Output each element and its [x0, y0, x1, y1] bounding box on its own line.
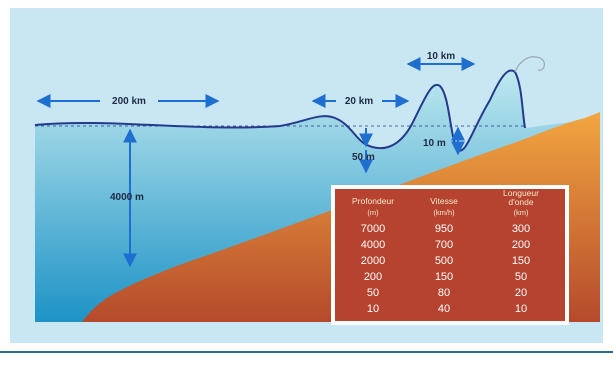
- cell-depth: 10: [367, 303, 379, 315]
- cell-depth: 2000: [361, 255, 385, 267]
- header-wavelength-unit: (km): [514, 208, 529, 217]
- depth-4000-label: 4000 m: [110, 192, 144, 203]
- cell-speed: 80: [438, 287, 450, 299]
- cell-wavelength: 50: [515, 271, 527, 283]
- cell-wavelength: 200: [512, 239, 530, 251]
- cell-depth: 50: [367, 287, 379, 299]
- table-row: 200 150 50: [364, 271, 527, 283]
- cell-wavelength: 300: [512, 223, 530, 235]
- cell-speed: 40: [438, 303, 450, 315]
- width-10-label: 10 km: [427, 51, 455, 62]
- cell-depth: 4000: [361, 239, 385, 251]
- table-row: 50 80 20: [367, 287, 527, 299]
- table-row: 4000 700 200: [361, 239, 530, 251]
- table-background: [335, 189, 565, 321]
- cell-speed: 950: [435, 223, 453, 235]
- width-200-label: 200 km: [112, 96, 146, 107]
- header-depth-unit: (m): [367, 208, 379, 217]
- wave-spray: [514, 56, 546, 73]
- header-wavelength-line1: Longueur: [503, 188, 539, 198]
- header-speed-unit: (km/h): [433, 208, 455, 217]
- table-row: 10 40 10: [367, 303, 527, 315]
- cell-wavelength: 150: [512, 255, 530, 267]
- cell-wavelength: 10: [515, 303, 527, 315]
- width-20-label-bg: [336, 93, 382, 107]
- data-table: Profondeur (m) Vitesse (km/h) Longueur d…: [331, 185, 569, 325]
- header-speed: Vitesse: [430, 196, 458, 206]
- table-row: 7000 950 300: [361, 223, 530, 235]
- width-200-label-bg: [100, 93, 158, 107]
- cell-speed: 700: [435, 239, 453, 251]
- width-20-label: 20 km: [345, 96, 373, 107]
- header-wavelength-line2: d'onde: [508, 197, 534, 207]
- cell-speed: 150: [435, 271, 453, 283]
- height-50-label: 50 m: [352, 152, 375, 163]
- cell-depth: 200: [364, 271, 382, 283]
- cell-wavelength: 20: [515, 287, 527, 299]
- height-10-label: 10 m: [423, 138, 446, 149]
- header-depth: Profondeur: [352, 196, 394, 206]
- cell-depth: 7000: [361, 223, 385, 235]
- table-row: 2000 500 150: [361, 255, 530, 267]
- cell-speed: 500: [435, 255, 453, 267]
